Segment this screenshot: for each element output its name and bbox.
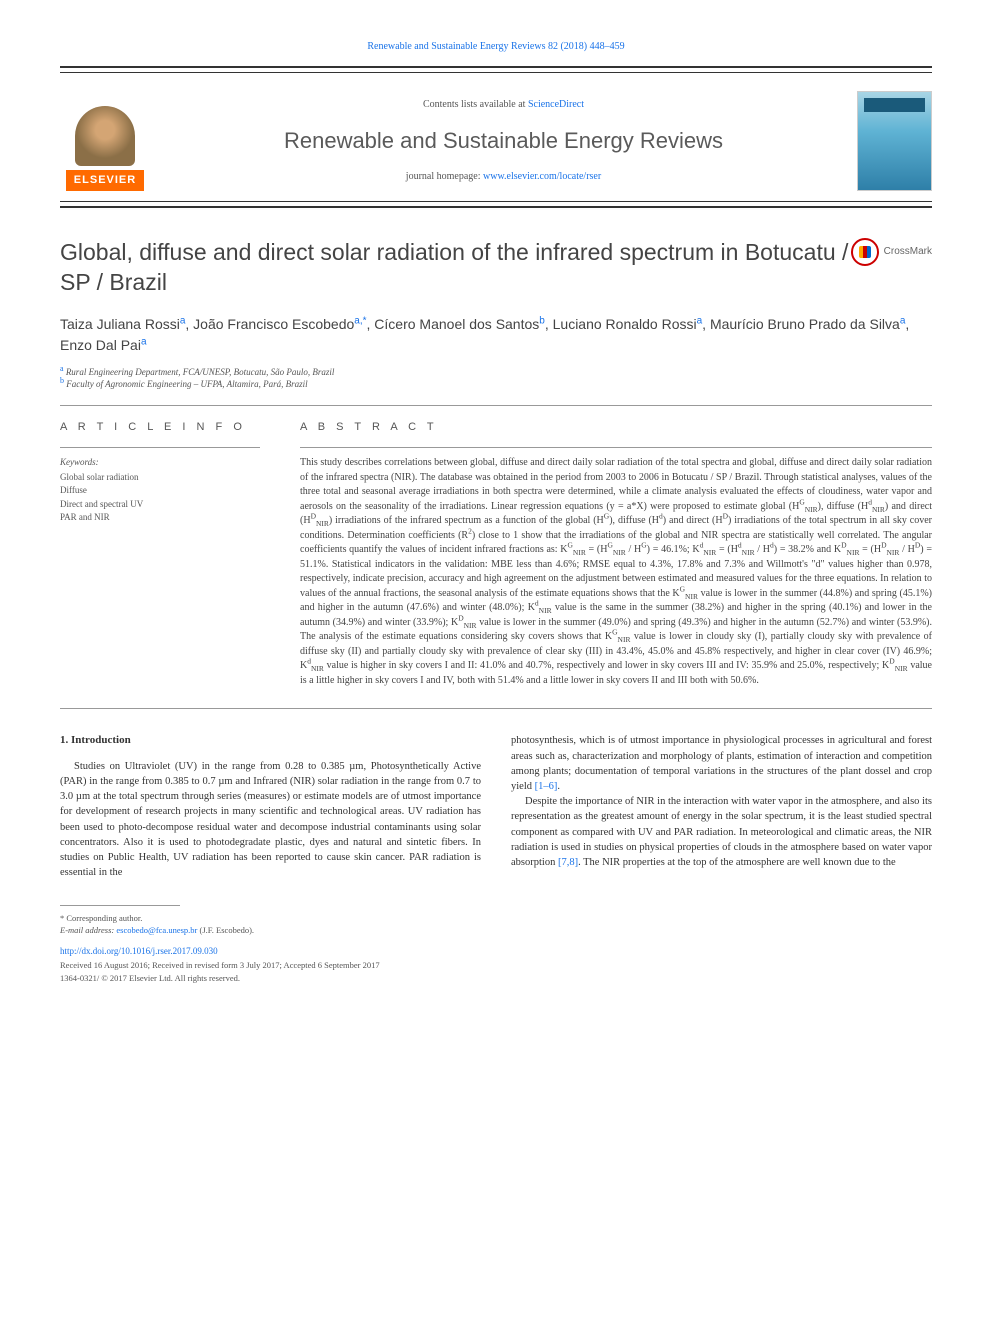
article-info-column: A R T I C L E I N F O Keywords: Global s…: [60, 420, 260, 688]
citation-link[interactable]: Renewable and Sustainable Energy Reviews…: [367, 41, 624, 52]
info-divider: [60, 447, 260, 448]
crossmark-icon: [851, 238, 879, 266]
affiliation-b: b Faculty of Agronomic Engineering – UFP…: [60, 378, 932, 391]
bottom-border: [60, 201, 932, 208]
abstract-divider: [300, 447, 932, 448]
doi-line: http://dx.doi.org/10.1016/j.rser.2017.09…: [60, 945, 932, 958]
abstract-column: A B S T R A C T This study describes cor…: [300, 420, 932, 688]
authors-line: Taiza Juliana Rossia, João Francisco Esc…: [60, 314, 932, 356]
body-para-2: photosynthesis, which is of utmost impor…: [511, 733, 932, 794]
journal-cover-thumbnail: [857, 91, 932, 191]
journal-homepage-line: journal homepage: www.elsevier.com/locat…: [150, 170, 857, 184]
crossmark-badge[interactable]: CrossMark: [851, 238, 932, 266]
homepage-prefix: journal homepage:: [406, 171, 483, 182]
abstract-heading: A B S T R A C T: [300, 420, 932, 435]
corresponding-author: * Corresponding author.: [60, 912, 932, 925]
homepage-link[interactable]: www.elsevier.com/locate/rser: [483, 171, 601, 182]
doi-link[interactable]: http://dx.doi.org/10.1016/j.rser.2017.09…: [60, 946, 218, 956]
journal-center: Contents lists available at ScienceDirec…: [150, 98, 857, 185]
title-row: Global, diffuse and direct solar radiati…: [60, 238, 932, 298]
journal-name: Renewable and Sustainable Energy Reviews: [150, 126, 857, 157]
divider: [60, 405, 932, 406]
top-border: [60, 66, 932, 73]
contents-list-line: Contents lists available at ScienceDirec…: [150, 98, 857, 112]
contents-prefix: Contents lists available at: [423, 99, 528, 110]
affiliations: a Rural Engineering Department, FCA/UNES…: [60, 366, 932, 391]
intro-heading: 1. Introduction: [60, 733, 481, 748]
keyword: Diffuse: [60, 484, 260, 498]
keyword: Global solar radiation: [60, 471, 260, 485]
footer-divider: [60, 905, 180, 906]
affiliation-a: a Rural Engineering Department, FCA/UNES…: [60, 366, 932, 379]
citation-bar: Renewable and Sustainable Energy Reviews…: [60, 40, 932, 54]
keyword: PAR and NIR: [60, 511, 260, 525]
journal-header: ELSEVIER Contents lists available at Sci…: [60, 81, 932, 201]
article-info-heading: A R T I C L E I N F O: [60, 420, 260, 435]
body-para-3: Despite the importance of NIR in the int…: [511, 794, 932, 870]
keywords-list: Global solar radiation Diffuse Direct an…: [60, 471, 260, 525]
keyword: Direct and spectral UV: [60, 498, 260, 512]
email-line: E-mail address: escobedo@fca.unesp.br (J…: [60, 924, 932, 937]
body-para-1: Studies on Ultraviolet (UV) in the range…: [60, 759, 481, 881]
elsevier-logo: ELSEVIER: [60, 91, 150, 191]
info-abstract-row: A R T I C L E I N F O Keywords: Global s…: [60, 420, 932, 688]
elsevier-brand-text: ELSEVIER: [66, 170, 144, 191]
crossmark-label: CrossMark: [884, 245, 932, 259]
body-columns: 1. Introduction Studies on Ultraviolet (…: [60, 733, 932, 880]
copyright-line: 1364-0321/ © 2017 Elsevier Ltd. All righ…: [60, 973, 932, 985]
divider: [60, 708, 932, 709]
sciencedirect-link[interactable]: ScienceDirect: [528, 99, 584, 110]
article-title: Global, diffuse and direct solar radiati…: [60, 238, 851, 298]
elsevier-tree-icon: [75, 106, 135, 166]
abstract-text: This study describes correlations betwee…: [300, 456, 932, 688]
keywords-label: Keywords:: [60, 456, 260, 469]
email-link[interactable]: escobedo@fca.unesp.br: [116, 925, 197, 935]
email-label: E-mail address:: [60, 925, 116, 935]
email-suffix: (J.F. Escobedo).: [197, 925, 254, 935]
received-line: Received 16 August 2016; Received in rev…: [60, 960, 932, 972]
